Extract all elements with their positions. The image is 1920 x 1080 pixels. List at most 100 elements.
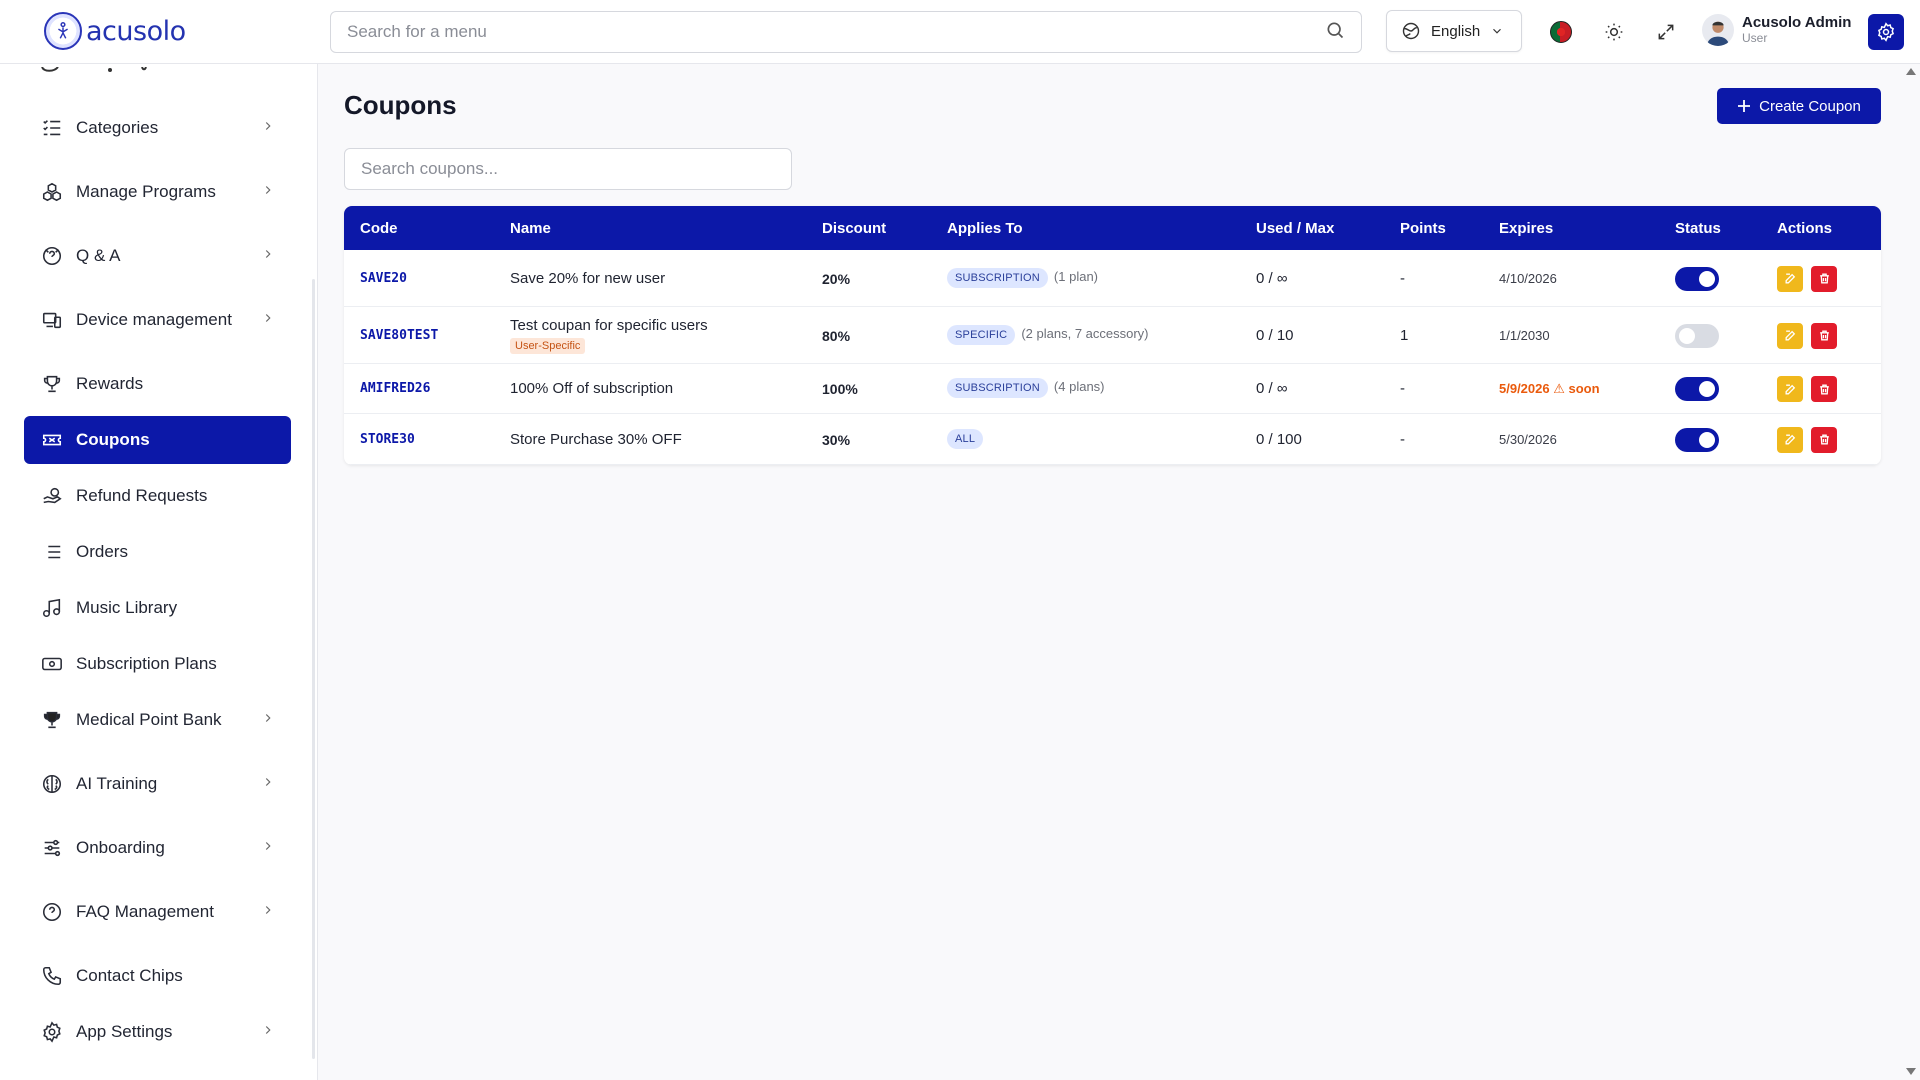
- sidebar-item-medical-point-bank[interactable]: Medical Point Bank: [24, 696, 291, 744]
- trophy-filled-icon: [40, 708, 64, 732]
- sidebar-item-label: Q & A: [76, 246, 121, 265]
- status-toggle[interactable]: [1675, 427, 1719, 452]
- sidebar-item-label: Manage Programs: [76, 182, 216, 201]
- devices-icon: [40, 308, 64, 332]
- delete-button[interactable]: [1811, 322, 1837, 349]
- sidebar-item-subscription-plans[interactable]: Subscription Plans: [24, 640, 291, 688]
- sidebar-item-orders[interactable]: Orders: [24, 528, 291, 576]
- expires-date: 4/10/2026: [1499, 271, 1557, 286]
- sidebar-item-refund-requests[interactable]: Refund Requests: [24, 472, 291, 520]
- coupon-code: SAVE20: [360, 270, 407, 286]
- column-header-expires[interactable]: Expires: [1499, 220, 1554, 237]
- points: -: [1400, 269, 1405, 287]
- table-row[interactable]: AMIFRED26 100% Off of subscription 100% SUB…: [344, 364, 1881, 414]
- applies-detail: (2 plans, 7 accessory): [1021, 325, 1149, 341]
- sidebar-item-rewards[interactable]: Rewards: [24, 360, 291, 408]
- sidebar-item-faq-management[interactable]: FAQ Management: [24, 888, 291, 936]
- menu-search[interactable]: [330, 11, 1362, 53]
- sidebar-item-label: Refund Requests: [76, 486, 208, 505]
- table-header: Code Name Discount Applies To Used / Max…: [344, 206, 1881, 250]
- coupon-code: SAVE80TEST: [360, 327, 439, 343]
- chevron-right-icon: [261, 1022, 275, 1042]
- fullscreen-icon[interactable]: [1654, 20, 1678, 44]
- sidebar-item-label: App Settings: [76, 1022, 173, 1041]
- theme-toggle-icon[interactable]: [1602, 20, 1626, 44]
- coupon-name: Test coupan for specific users: [510, 316, 708, 334]
- applies-badge: ALL: [947, 428, 984, 449]
- language-select[interactable]: English: [1386, 10, 1522, 52]
- sidebar-item-label: Orders: [76, 542, 128, 561]
- list-check-icon: [40, 116, 64, 140]
- edit-button[interactable]: [1777, 376, 1803, 402]
- delete-button[interactable]: [1811, 376, 1837, 402]
- page-scroll-down[interactable]: [1906, 1068, 1916, 1075]
- chat-question-icon: [40, 244, 64, 268]
- trash-icon: [1819, 434, 1829, 445]
- column-header-discount[interactable]: Discount: [822, 220, 887, 237]
- coupon-discount: 100%: [822, 381, 858, 397]
- sidebar-item-app-settings[interactable]: App Settings: [24, 1008, 291, 1056]
- chevron-right-icon: [261, 310, 275, 330]
- search-icon[interactable]: [1325, 20, 1345, 45]
- brand[interactable]: acusolo: [44, 12, 186, 50]
- status-toggle[interactable]: [1675, 377, 1719, 401]
- edit-icon: [1785, 384, 1795, 394]
- sidebar-item-label: AI Training: [76, 774, 158, 793]
- avatar: [1702, 14, 1734, 46]
- sidebar-item-contact-chips[interactable]: Contact Chips: [24, 952, 291, 1000]
- delete-button[interactable]: [1811, 426, 1837, 453]
- user-menu[interactable]: Acusolo Admin User: [1702, 14, 1851, 46]
- delete-button[interactable]: [1811, 265, 1837, 292]
- status-toggle[interactable]: [1675, 323, 1719, 348]
- chevron-right-icon: [261, 118, 275, 138]
- coupon-search[interactable]: [344, 148, 792, 190]
- sidebar-item-onboarding[interactable]: Onboarding: [24, 824, 291, 872]
- question-circle-icon: [40, 900, 64, 924]
- sidebar-item-music-library[interactable]: Music Library: [24, 584, 291, 632]
- edit-button[interactable]: [1777, 322, 1803, 349]
- column-header-status[interactable]: Status: [1675, 220, 1721, 237]
- brain-icon: [40, 772, 64, 796]
- sidebar-item-manage-programs[interactable]: Manage Programs: [24, 168, 291, 216]
- table-row[interactable]: SAVE80TEST Test coupan for specific users…: [344, 307, 1881, 364]
- sidebar-item-label: Coupons: [76, 430, 150, 449]
- page-scroll-up[interactable]: [1906, 68, 1916, 75]
- phone-icon: [40, 964, 64, 988]
- trash-icon: [1819, 273, 1829, 284]
- coupon-code: AMIFRED26: [360, 381, 431, 396]
- sidebar-item-label: FAQ Management: [76, 902, 214, 921]
- applies-to: SUBSCRIPTION (1 plan): [947, 267, 1098, 288]
- chevron-right-icon: [261, 838, 275, 858]
- gear-icon: [40, 1020, 64, 1044]
- column-header-name[interactable]: Name: [510, 220, 551, 237]
- edit-button[interactable]: [1777, 265, 1803, 292]
- sidebar-item-q-a[interactable]: Q & A: [24, 232, 291, 280]
- page-title: Coupons: [344, 90, 457, 120]
- sidebar-scrollbar[interactable]: [312, 279, 315, 1059]
- create-coupon-button[interactable]: Create Coupon: [1717, 88, 1881, 124]
- applies-detail: (4 plans): [1053, 379, 1105, 394]
- table-row[interactable]: STORE30 Store Purchase 30% OFF 30% ALL 0 / 1…: [344, 414, 1881, 465]
- coupon-search-input[interactable]: [361, 159, 775, 179]
- sidebar-item-ai-training[interactable]: AI Training: [24, 760, 291, 808]
- coupon-discount: 30%: [822, 431, 851, 448]
- flag-icon[interactable]: [1550, 21, 1572, 43]
- sidebar-item-categories[interactable]: Categories: [24, 104, 291, 152]
- expires-value: 5/9/2026: [1499, 381, 1550, 396]
- expires-value: 5/30/2026: [1499, 431, 1557, 447]
- menu-search-input[interactable]: [347, 22, 1325, 42]
- globe-icon: [1402, 22, 1420, 40]
- applies-to: ALL: [947, 428, 984, 449]
- settings-button[interactable]: [1868, 14, 1904, 50]
- table-row[interactable]: SAVE20 Save 20% for new user 20% SUBSCRIPTI…: [344, 250, 1881, 307]
- edit-button[interactable]: [1777, 426, 1803, 453]
- sidebar-item-device-management[interactable]: Device management: [24, 296, 291, 344]
- status-toggle[interactable]: [1675, 266, 1719, 291]
- column-header-points[interactable]: Points: [1400, 220, 1446, 237]
- column-header-applies[interactable]: Applies To: [947, 220, 1023, 237]
- column-header-code[interactable]: Code: [360, 220, 398, 237]
- column-header-used[interactable]: Used / Max: [1256, 220, 1335, 237]
- sidebar-item-coupons[interactable]: Coupons: [24, 416, 291, 464]
- chevron-right-icon: [261, 774, 275, 794]
- used-max: 0 / 10: [1256, 326, 1294, 344]
